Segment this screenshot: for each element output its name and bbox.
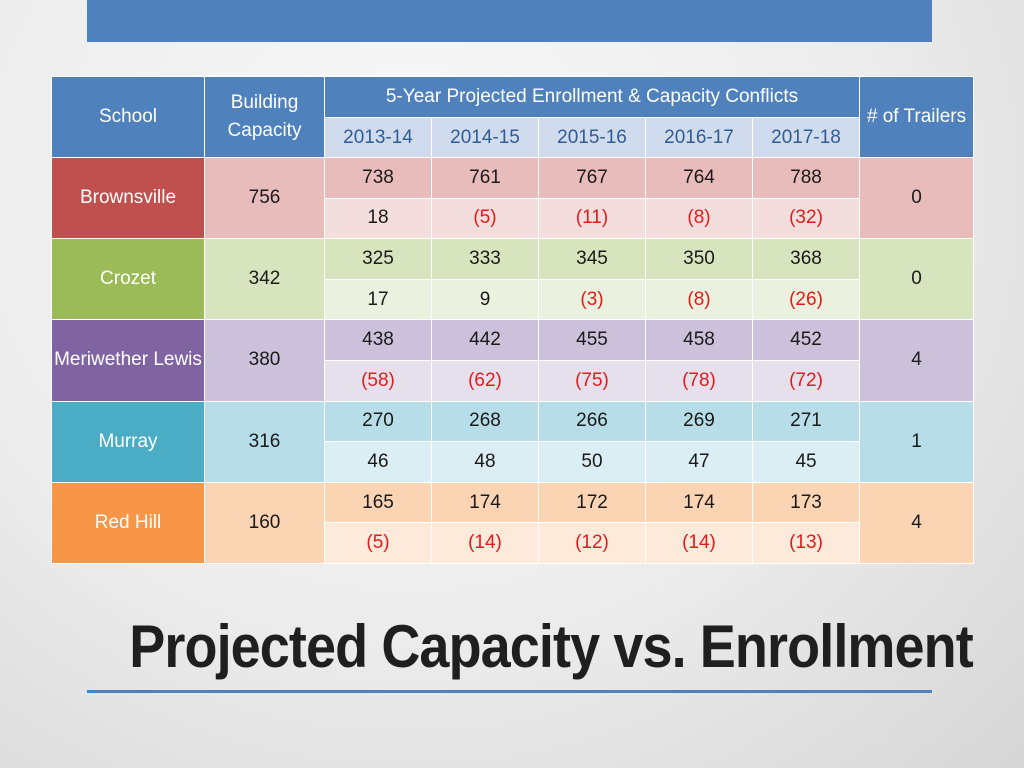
building-capacity: 342 <box>204 238 325 321</box>
enrollment-cell: 165 <box>324 481 432 524</box>
conflict-cell: (5) <box>431 197 539 240</box>
enrollment-row: Crozet 342 325 333 345 350 368 0 <box>51 238 975 321</box>
conflict-cell: (75) <box>538 359 646 402</box>
conflict-cell: (8) <box>645 197 753 240</box>
header-year: 2013-14 <box>324 117 432 158</box>
school-group-murray: Murray 316 270 268 266 269 271 1 46 48 5… <box>51 400 975 483</box>
conflict-cell: 9 <box>431 278 539 321</box>
enrollment-table: School Building Capacity 5-Year Projecte… <box>51 76 975 564</box>
enrollment-cell: 174 <box>645 481 753 524</box>
building-capacity: 380 <box>204 319 325 402</box>
enrollment-cell: 767 <box>538 157 646 199</box>
school-group-red-hill: Red Hill 160 165 174 172 174 173 4 (5) (… <box>51 481 975 564</box>
conflict-cell: 18 <box>324 197 432 240</box>
conflict-cell: (26) <box>751 278 861 321</box>
conflict-cell: (78) <box>645 359 753 402</box>
enrollment-cell: 368 <box>751 238 861 280</box>
enrollment-cell: 172 <box>538 481 646 524</box>
building-capacity: 160 <box>204 481 325 564</box>
enrollment-cell: 761 <box>431 157 539 199</box>
conflict-cell: (14) <box>645 522 753 564</box>
enrollment-cell: 268 <box>431 400 539 443</box>
trailer-count: 4 <box>859 481 975 564</box>
conflict-cell: 17 <box>324 278 432 321</box>
building-capacity: 316 <box>204 400 325 483</box>
conflict-row: 18 (5) (11) (8) (32) <box>52 197 974 240</box>
header-trailers: # of Trailers <box>859 76 975 158</box>
header-year: 2016-17 <box>645 117 753 158</box>
enrollment-cell: 173 <box>751 481 861 524</box>
school-name: Red Hill <box>51 481 205 564</box>
enrollment-row: Murray 316 270 268 266 269 271 1 <box>51 400 975 483</box>
enrollment-cell: 333 <box>431 238 539 280</box>
enrollment-cell: 350 <box>645 238 753 280</box>
school-group-brownsville: Brownsville 756 738 761 767 764 788 0 18… <box>51 156 975 240</box>
enrollment-row: Brownsville 756 738 761 767 764 788 0 <box>51 156 975 240</box>
enrollment-cell: 174 <box>431 481 539 524</box>
trailer-count: 0 <box>859 238 975 321</box>
conflict-row: (5) (14) (12) (14) (13) <box>52 522 974 564</box>
school-name: Crozet <box>51 238 205 321</box>
top-accent-bar <box>87 0 932 42</box>
conflict-cell: (5) <box>324 522 432 564</box>
enrollment-cell: 788 <box>751 157 861 199</box>
header-building-capacity: Building Capacity <box>204 76 325 158</box>
enrollment-cell: 345 <box>538 238 646 280</box>
school-name: Murray <box>51 400 205 483</box>
enrollment-cell: 455 <box>538 319 646 361</box>
enrollment-cell: 738 <box>324 157 432 199</box>
conflict-cell: 47 <box>645 441 753 483</box>
conflict-cell: (58) <box>324 359 432 402</box>
trailer-count: 4 <box>859 319 975 402</box>
enrollment-cell: 452 <box>751 319 861 361</box>
enrollment-cell: 266 <box>538 400 646 443</box>
building-capacity: 756 <box>204 156 325 240</box>
trailer-count: 0 <box>859 156 975 240</box>
header-projection-group: 5-Year Projected Enrollment & Capacity C… <box>323 76 861 118</box>
header-year: 2014-15 <box>431 117 539 158</box>
conflict-cell: (8) <box>645 278 753 321</box>
school-name: Brownsville <box>51 156 205 240</box>
conflict-cell: 46 <box>324 441 432 483</box>
header-year: 2015-16 <box>538 117 646 158</box>
trailer-count: 1 <box>859 400 975 483</box>
header-year: 2017-18 <box>751 117 861 158</box>
conflict-cell: 50 <box>538 441 646 483</box>
enrollment-row: Meriwether Lewis 380 438 442 455 458 452… <box>51 319 975 402</box>
title-underline <box>87 690 932 693</box>
enrollment-cell: 458 <box>645 319 753 361</box>
school-group-crozet: Crozet 342 325 333 345 350 368 0 17 9 (3… <box>51 238 975 321</box>
conflict-cell: (14) <box>431 522 539 564</box>
enrollment-cell: 442 <box>431 319 539 361</box>
enrollment-cell: 764 <box>645 157 753 199</box>
slide-title: Projected Capacity vs. Enrollment <box>129 613 973 680</box>
enrollment-cell: 270 <box>324 400 432 443</box>
conflict-cell: (11) <box>538 197 646 240</box>
enrollment-cell: 325 <box>324 238 432 280</box>
enrollment-cell: 438 <box>324 319 432 361</box>
enrollment-cell: 271 <box>751 400 861 443</box>
conflict-cell: (62) <box>431 359 539 402</box>
conflict-cell: (3) <box>538 278 646 321</box>
conflict-cell: (72) <box>751 359 861 402</box>
header-school: School <box>51 76 205 158</box>
conflict-cell: (12) <box>538 522 646 564</box>
conflict-cell: 48 <box>431 441 539 483</box>
enrollment-cell: 269 <box>645 400 753 443</box>
conflict-cell: 45 <box>751 441 861 483</box>
conflict-cell: (32) <box>751 197 861 240</box>
enrollment-row: Red Hill 160 165 174 172 174 173 4 <box>51 481 975 564</box>
conflict-row: 46 48 50 47 45 <box>52 441 974 483</box>
school-name: Meriwether Lewis <box>51 319 205 402</box>
conflict-cell: (13) <box>751 522 861 564</box>
school-group-meriwether-lewis: Meriwether Lewis 380 438 442 455 458 452… <box>51 319 975 402</box>
